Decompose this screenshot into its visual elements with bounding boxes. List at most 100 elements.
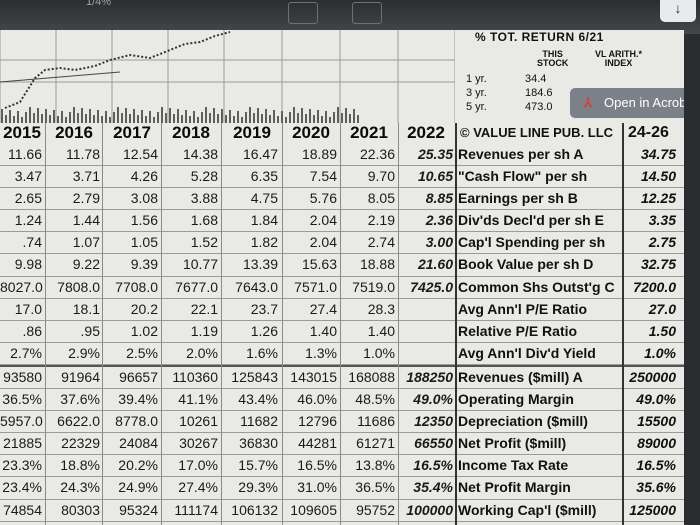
table-cell: 35.4% (413, 479, 453, 496)
row-label: Earnings per sh B (458, 190, 578, 207)
table-cell: 15.63 (301, 256, 337, 273)
table-cell (399, 321, 453, 342)
table-cell: 15.7% (238, 457, 278, 474)
table-cell: .86 (22, 322, 42, 339)
table-cell: 1.24 (14, 212, 42, 229)
table-cell: 48.5% (355, 391, 395, 408)
table-cell: 1.44 (72, 212, 100, 229)
table-cell: 18.1 (72, 300, 100, 317)
table-cell: 95324 (119, 501, 158, 518)
download-arrow-icon[interactable]: ↓ (660, 0, 696, 22)
table-cell: 23.7 (250, 300, 278, 317)
table-cell: 43.4% (238, 391, 278, 408)
table-cell: 2.0% (186, 344, 218, 361)
table-cell: 24084 (119, 435, 158, 452)
bezel-button (288, 2, 318, 24)
table-cell: 1.0% (363, 344, 395, 361)
table-cell: 2.79 (72, 190, 100, 207)
column-divider (455, 123, 457, 525)
table-cell: 95752 (356, 501, 395, 518)
table-cell: 125843 (231, 368, 278, 385)
table-cell: 2.74 (367, 234, 395, 251)
table-cell: 11686 (357, 413, 395, 430)
row-label: Avg Ann'l Div'd Yield (458, 344, 596, 361)
open-in-acrobat-button[interactable]: ⅄ Open in Acrob (570, 88, 684, 118)
year-label: 2020 (292, 123, 330, 142)
table-row: 5957.0 6622.0 8778.0 10261 11682 12796 11686 12… (0, 411, 684, 434)
table-cell: 3.08 (130, 190, 158, 207)
row-label: Cap'l Spending per sh (458, 234, 606, 251)
table-cell: 41.1% (178, 391, 218, 408)
table-cell: 1.3% (305, 344, 337, 361)
total-return-box: % TOT. RETURN 6/21 THIS STOCK VL ARITH.*… (455, 30, 684, 123)
table-cell: 61271 (356, 435, 395, 452)
table-cell: 17.0 (14, 300, 42, 317)
table-cell: 1.19 (190, 322, 218, 339)
table-cell: 8027.0 (0, 278, 43, 295)
year-label: 2015 (3, 123, 41, 142)
table-cell: 14.38 (182, 146, 218, 162)
row-label: Working Cap'l ($mill) (458, 501, 597, 518)
table-cell: 28.3 (367, 300, 395, 317)
table-cell: 2.9% (68, 344, 100, 361)
table-cell: 27.4 (309, 300, 337, 317)
table-cell: 5.28 (190, 168, 218, 185)
table-cell: 6622.0 (57, 413, 100, 430)
table-cell: 9.70 (367, 168, 395, 185)
table-cell: 25.35 (417, 146, 453, 162)
table-cell: 7519.0 (352, 278, 395, 295)
table-cell: 91964 (61, 368, 100, 385)
table-cell: 18.88 (359, 256, 395, 273)
table-cell: 9.98 (14, 256, 42, 273)
volume-bars (1, 107, 359, 123)
table-cell: 17.0% (178, 457, 218, 474)
table-cell: 3.71 (72, 168, 100, 185)
price-chart (0, 30, 455, 123)
table-cell: 1.56 (130, 212, 158, 229)
table-cell: 4.75 (250, 190, 278, 207)
table-cell: 10261 (179, 413, 218, 430)
table-row: 74854 80303 95324 111174 106132 109605 95752 10… (0, 500, 684, 522)
table-cell: 11682 (240, 413, 278, 430)
table-cell: 21885 (3, 435, 42, 452)
table-cell: 143015 (290, 368, 337, 385)
column-divider (102, 123, 103, 525)
table-row: .74 1.07 1.05 1.52 1.82 2.04 2.74 3.00 Cap'l Spe… (0, 232, 684, 255)
table-cell: 2.7% (10, 344, 42, 361)
table-row: 21885 22329 24084 30267 36830 44281 61271 66550… (0, 433, 684, 456)
table-cell: 3.47 (14, 168, 42, 185)
table-cell: 29.3% (238, 479, 278, 496)
table-cell: 20.2 (130, 300, 158, 317)
table-cell: 44281 (298, 435, 337, 452)
table-cell: 5.76 (309, 190, 337, 207)
row-label: Operating Margin (458, 391, 574, 408)
table-cell: 110360 (172, 368, 218, 385)
table-cell: 27.4% (178, 479, 218, 496)
column-divider (45, 123, 46, 525)
table-cell (399, 343, 453, 364)
table-cell: 8.85 (425, 190, 453, 207)
table-cell: 93580 (3, 368, 42, 385)
row-label: Book Value per sh D (458, 256, 594, 273)
table-cell: 39.4% (118, 391, 158, 408)
year-header-row: 2015 2016 2017 2018 2019 2020 2021 2022 … (0, 123, 684, 143)
projection-value: 250000 (629, 368, 676, 385)
table-cell: 12796 (298, 413, 337, 430)
table-cell: 11.66 (8, 146, 42, 162)
table-cell: 7571.0 (294, 278, 337, 295)
table-cell: 2.65 (14, 190, 42, 207)
table-row: 2.65 2.79 3.08 3.88 4.75 5.76 8.05 8.85 Earnings… (0, 188, 684, 211)
projection-value: 49.0% (636, 391, 676, 408)
table-cell: .95 (80, 322, 100, 339)
projection-value: 35.6% (636, 479, 676, 496)
row-label: Relative P/E Ratio (458, 322, 578, 339)
table-cell: 10.77 (182, 256, 218, 273)
table-cell: .74 (22, 234, 42, 251)
row-label: Net Profit ($mill) (458, 435, 567, 452)
column-divider (221, 123, 222, 525)
table-cell (399, 299, 453, 320)
projection-value: 34.75 (640, 146, 676, 162)
table-cell: 16.5% (413, 457, 453, 474)
projection-value: 27.0 (648, 300, 676, 317)
bezel-label: 1/4% (86, 0, 112, 8)
